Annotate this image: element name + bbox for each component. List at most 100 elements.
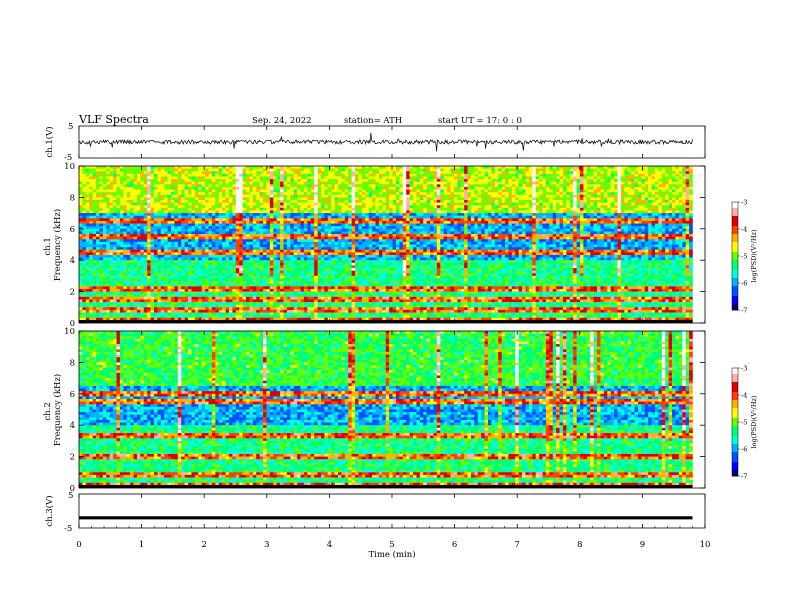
spectrogram-cell [590,220,594,224]
spectrogram-cell [92,236,97,240]
spectrogram-cell [358,218,363,222]
spectrogram-cell [689,205,693,209]
spectrogram-cell [327,231,332,235]
spectrogram-cell [474,197,479,201]
spectrogram-cell [556,223,560,227]
spectrogram-cell [116,179,121,182]
spectrogram-cell [198,202,202,206]
spectrogram-cell [658,228,663,232]
spectrogram-cell [215,171,220,175]
spectrogram-cell [368,218,373,222]
spectrogram-cell [303,213,308,217]
spectrogram-cell [487,210,492,214]
spectrogram-cell [232,168,237,172]
spectrogram-cell [249,168,254,172]
spectrogram-cell [211,186,216,190]
spectrogram-cell [648,205,652,209]
spectrogram-cell [273,186,277,190]
spectrogram-cell [416,231,421,235]
spectrogram-cell [201,186,206,190]
spectrogram-cell [79,168,83,172]
spectrogram-cell [552,186,557,190]
spectrogram-cell [627,176,632,180]
spectrogram-cell [511,181,516,185]
spectrogram-cell [157,181,162,185]
spectrogram-cell [198,220,202,224]
spectrogram-cell [297,179,301,182]
spectrogram-cell [334,176,339,180]
spectrogram-cell [399,166,404,169]
spectrogram-cell [344,234,349,237]
spectrogram-cell [654,168,659,172]
spectrogram-cell [79,179,83,182]
spectrogram-cell [205,205,209,209]
spectrogram-cell [167,202,172,206]
spectrogram-cell [361,173,366,177]
spectrogram-cell [136,197,141,201]
spectrogram-cell [535,181,540,185]
spectrogram-cell [290,218,295,222]
spectrogram-cell [293,223,298,227]
spectrogram-cell [433,194,438,198]
spectrogram-cell [239,184,243,188]
spectrogram-cell [320,236,325,240]
spectrogram-cell [201,194,206,198]
spectrogram-cell [198,236,202,240]
spectrogram-cell [147,192,151,196]
spectrogram-cell [532,202,536,206]
spectrogram-cell [239,210,243,214]
spectrogram-cell [385,173,390,177]
spectrogram-cell [508,181,513,185]
spectrogram-cell [518,192,523,196]
spectrogram-cell [338,220,342,224]
spectrogram-cell [147,184,151,188]
spectrogram-cell [355,176,359,180]
spectrogram-cell [205,173,209,177]
spectrogram-cell [143,213,148,217]
spectrogram-cell [511,213,516,217]
spectrogram-cell [593,173,598,177]
spectrogram-cell [382,228,387,232]
spectrogram-cell [423,215,427,219]
spectrogram-cell [334,213,339,217]
spectrogram-cell [627,189,632,193]
spectrogram-cell [552,189,557,193]
spectrogram-cell [293,200,298,203]
spectrogram-cell [269,168,274,172]
spectrogram-cell [215,213,220,217]
spectrogram-cell [402,226,407,230]
spectrogram-cell [201,192,206,196]
spectrogram-cell [569,218,574,222]
spectrogram-cell [648,184,652,188]
spectrogram-cell [351,234,356,237]
spectrogram-cell [269,189,274,193]
spectrogram-cell [150,194,155,198]
spectrogram-cell [494,168,499,172]
spectrogram-cell [297,184,301,188]
spectrogram-cell [368,176,373,180]
spectrogram-cell [239,223,243,227]
spectrogram-cell [290,168,295,172]
spectrogram-cell [593,181,598,185]
spectrogram-cell [634,179,639,182]
spectrogram-cell [389,179,393,182]
spectrogram-cell [276,223,281,227]
spectrogram-cell [208,197,213,201]
spectrogram-cell [665,168,669,172]
spectrogram-cell [191,184,196,188]
spectrogram-cell [102,205,107,209]
spectrogram-cell [464,189,468,193]
spectrogram-cell [593,228,598,232]
spectrogram-cell [293,213,298,217]
spectrogram-cell [580,228,584,232]
spectrogram-cell [484,192,489,196]
spectrogram-cell [286,166,291,169]
spectrogram-cell [395,218,400,222]
spectrogram-cell [385,210,390,214]
spectrogram-cell [614,210,618,214]
spectrogram-cell [430,166,434,169]
spectrogram-cell [331,179,335,182]
spectrogram-cell [208,186,213,190]
spectrogram-cell [239,218,243,222]
spectrogram-cell [99,192,104,196]
